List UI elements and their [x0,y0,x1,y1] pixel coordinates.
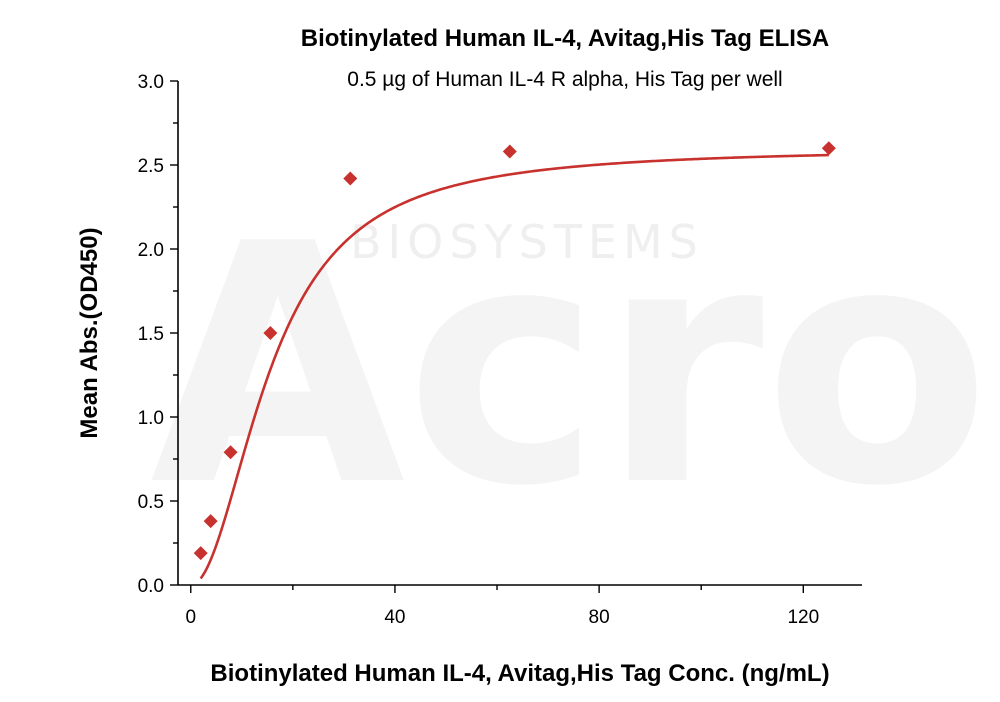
chart-subtitle: 0.5 µg of Human IL-4 R alpha, His Tag pe… [347,68,782,91]
y-tick-label: 2.0 [138,240,164,261]
y-tick-label: 0.0 [138,576,164,597]
data-point [263,326,278,340]
x-axis-label: Biotinylated Human IL-4, Avitag,His Tag … [210,660,829,687]
x-tick-label: 40 [384,607,405,628]
chart-title: Biotinylated Human IL-4, Avitag,His Tag … [301,25,830,52]
y-axis-label: Mean Abs.(OD450) [76,227,103,438]
y-tick-label: 3.0 [138,72,164,93]
x-tick-label: 80 [589,607,610,628]
x-ticks: 0 40 80 120 [185,585,819,628]
data-point [502,144,517,159]
data-point [223,445,238,460]
x-tick-label: 120 [787,607,819,628]
data-point [343,171,358,186]
data-point [203,514,218,529]
y-tick-label: 1.5 [138,324,164,345]
y-tick-label: 0.5 [138,492,164,513]
y-tick-label: 2.5 [138,156,164,177]
watermark: Acro BIOSYSTEMS [150,174,990,558]
y-ticks: 0.0 0.5 1.0 1.5 2.0 2.5 3.0 [138,72,178,597]
watermark-company-text: BIOSYSTEMS [350,215,704,269]
x-tick-label: 0 [185,607,196,628]
data-point [821,141,836,156]
watermark-logo-text: Acro [150,174,990,558]
data-points [193,141,836,561]
fit-curve [199,153,829,580]
y-tick-label: 1.0 [138,408,164,429]
data-point [193,546,208,561]
